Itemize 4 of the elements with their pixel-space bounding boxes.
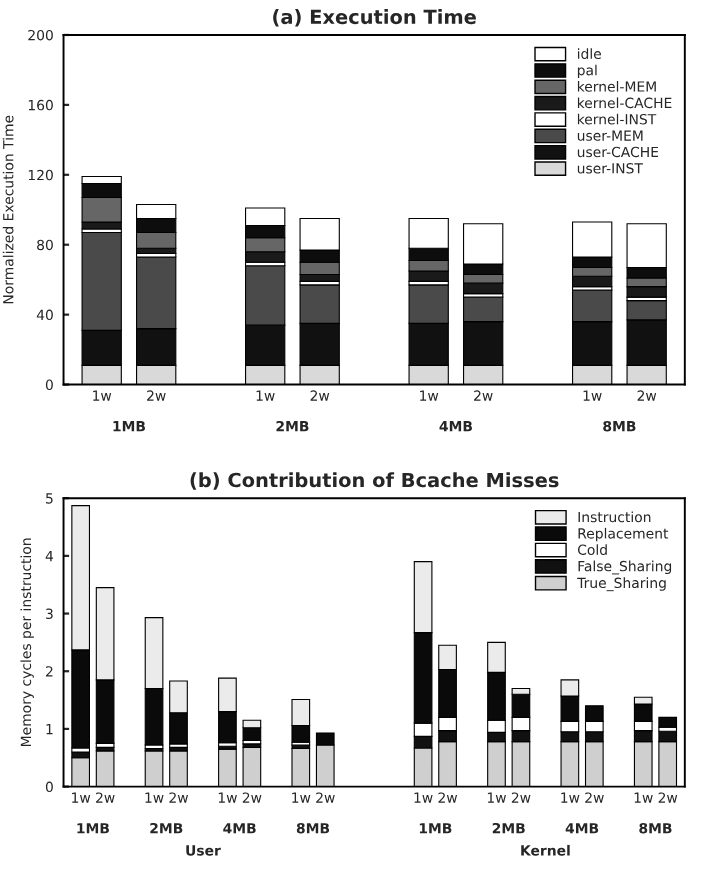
bar	[658, 716, 678, 728]
bar	[242, 727, 262, 742]
chart-title: (b) Contribution of Bcache Misses	[190, 472, 559, 490]
chart-title: (a) Execution Time	[273, 9, 476, 27]
